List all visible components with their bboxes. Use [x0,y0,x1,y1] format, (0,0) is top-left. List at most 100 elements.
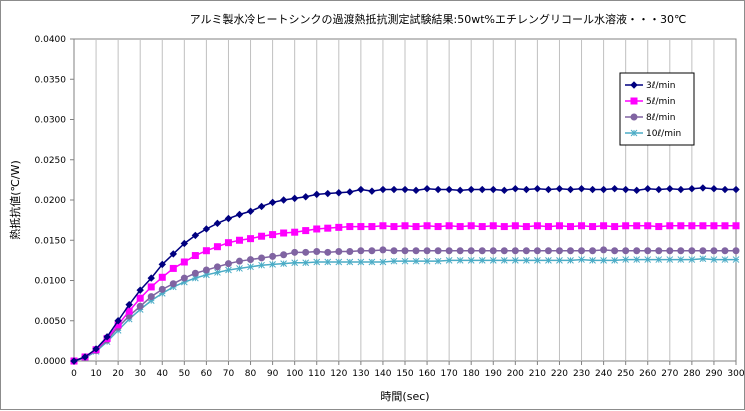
series-2-point [423,247,431,255]
series-1-point [589,223,597,231]
asterisk-stroke [666,256,674,263]
asterisk-stroke [622,256,630,263]
series-0-point [456,186,464,195]
series-3-point [180,278,188,286]
series-1-point [191,252,199,260]
series-3-point [534,257,541,264]
series-3-point [357,258,365,266]
series-2-point [710,247,718,255]
series-3-point [158,290,166,297]
series-2-point [335,248,343,256]
asterisk-stroke [379,258,387,266]
asterisk-stroke [710,256,718,263]
series-3-point [214,269,221,276]
asterisk-stroke [291,259,299,267]
series-1-point [600,222,608,230]
series-3-point [589,257,596,264]
asterisk-stroke [412,257,420,265]
asterisk-stroke [368,258,376,266]
series-1-point [401,222,409,230]
series-0-point [180,239,189,248]
x-tick-label: 170 [441,369,458,379]
series-2-point [467,247,475,255]
series-2-point [357,247,365,255]
asterisk-stroke [556,257,563,264]
series-0-point [511,185,520,193]
series-0-point [202,225,211,233]
series-1-point [710,222,718,230]
legend-entry: 10ℓ/min [625,129,681,139]
series-0-point [467,185,475,194]
x-tick-label: 40 [157,369,169,379]
series-0-point [555,185,564,193]
series-1-point [511,222,519,230]
series-2-point [236,257,243,265]
series-1-point [280,229,288,237]
series-2-point [567,247,574,255]
series-0-point [577,185,586,193]
series-0-point [357,185,365,194]
series-3-point [622,256,630,263]
asterisk-stroke [258,261,265,269]
series-0-point [489,185,497,194]
series-1-point [555,222,563,230]
series-2-point [191,269,199,277]
asterisk-stroke [589,257,596,264]
series-1-point [434,223,442,231]
series-0-point [390,185,398,194]
asterisk-stroke [401,257,409,265]
series-2-point [412,247,420,255]
series-2-point [247,256,255,264]
series-3-point [500,257,508,264]
series-3-point [567,257,574,264]
series-3-point [335,258,343,266]
series-1-point [633,222,641,230]
series-1-point [224,239,232,247]
series-3-point [578,256,585,263]
series-2-point [158,285,166,293]
asterisk-stroke [545,257,552,264]
axis-layer: 0 10 20 30 40 50 60 70 80 90 100 110 120 130 140 150 160… [35,35,745,379]
legend-label: 5ℓ/min [646,97,675,107]
series-1-point [379,222,387,230]
y-tick-label: 0.0400 [35,35,67,45]
series-0-point [224,214,233,223]
asterisk-stroke [467,257,475,264]
series-3-point [478,257,486,264]
series-0-point [666,185,674,193]
series-3-point [721,256,729,263]
x-tick-label: 80 [245,369,257,379]
asterisk-stroke [280,260,287,267]
series-1-point [456,223,464,231]
series-0-point [368,187,376,195]
series-0-point [335,189,343,197]
x-tick-label: 250 [617,369,634,379]
series-layer [70,184,740,365]
asterisk-stroke [732,256,740,263]
series-3-point [467,257,475,264]
series-3-point [644,256,652,263]
series-3-point [368,258,376,266]
series-2-point [269,252,277,260]
asterisk-stroke [600,257,607,264]
series-1-point [291,228,299,236]
series-0-point [257,202,266,211]
series-2-point [533,247,541,255]
series-0-point [235,210,244,219]
series-2-point [136,302,144,310]
asterisk-stroke [644,256,652,263]
series-0-point [732,185,740,194]
series-3-point [655,256,663,263]
series-0-point [677,185,685,194]
x-tick-label: 180 [463,369,480,379]
series-2-point [522,247,530,255]
series-0-point [379,185,387,194]
asterisk-stroke [302,259,310,267]
series-0-point [445,185,453,194]
x-tick-label: 70 [223,369,235,379]
y-tick-label: 0.0350 [35,75,67,85]
series-1-point [622,222,630,230]
series-3-point [445,257,453,264]
legend-swatch-marker [630,81,638,89]
legend-swatch-marker [630,113,638,121]
